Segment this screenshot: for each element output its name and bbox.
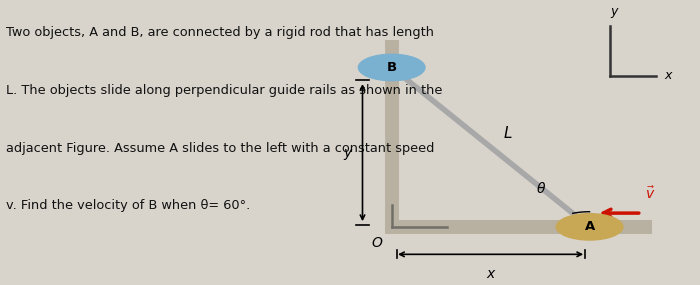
Text: Two objects, A and B, are connected by a rigid rod that has length: Two objects, A and B, are connected by a… [6, 26, 434, 39]
Text: L: L [504, 126, 512, 141]
Text: v. Find the velocity of B when θ= 60°.: v. Find the velocity of B when θ= 60°. [6, 200, 251, 212]
Text: x: x [486, 266, 495, 280]
Text: y: y [343, 146, 351, 160]
Text: A: A [584, 220, 595, 233]
Text: x: x [664, 69, 671, 82]
Text: y: y [610, 5, 617, 18]
Text: B: B [386, 61, 397, 74]
Text: $\theta$: $\theta$ [536, 181, 546, 196]
Circle shape [358, 54, 425, 81]
Text: adjacent Figure. Assume A slides to the left with a constant speed: adjacent Figure. Assume A slides to the … [6, 142, 435, 155]
Text: L. The objects slide along perpendicular guide rails as shown in the: L. The objects slide along perpendicular… [6, 84, 442, 97]
Text: O: O [371, 236, 382, 250]
Circle shape [556, 214, 623, 240]
Text: $\vec{v}$: $\vec{v}$ [645, 186, 655, 202]
